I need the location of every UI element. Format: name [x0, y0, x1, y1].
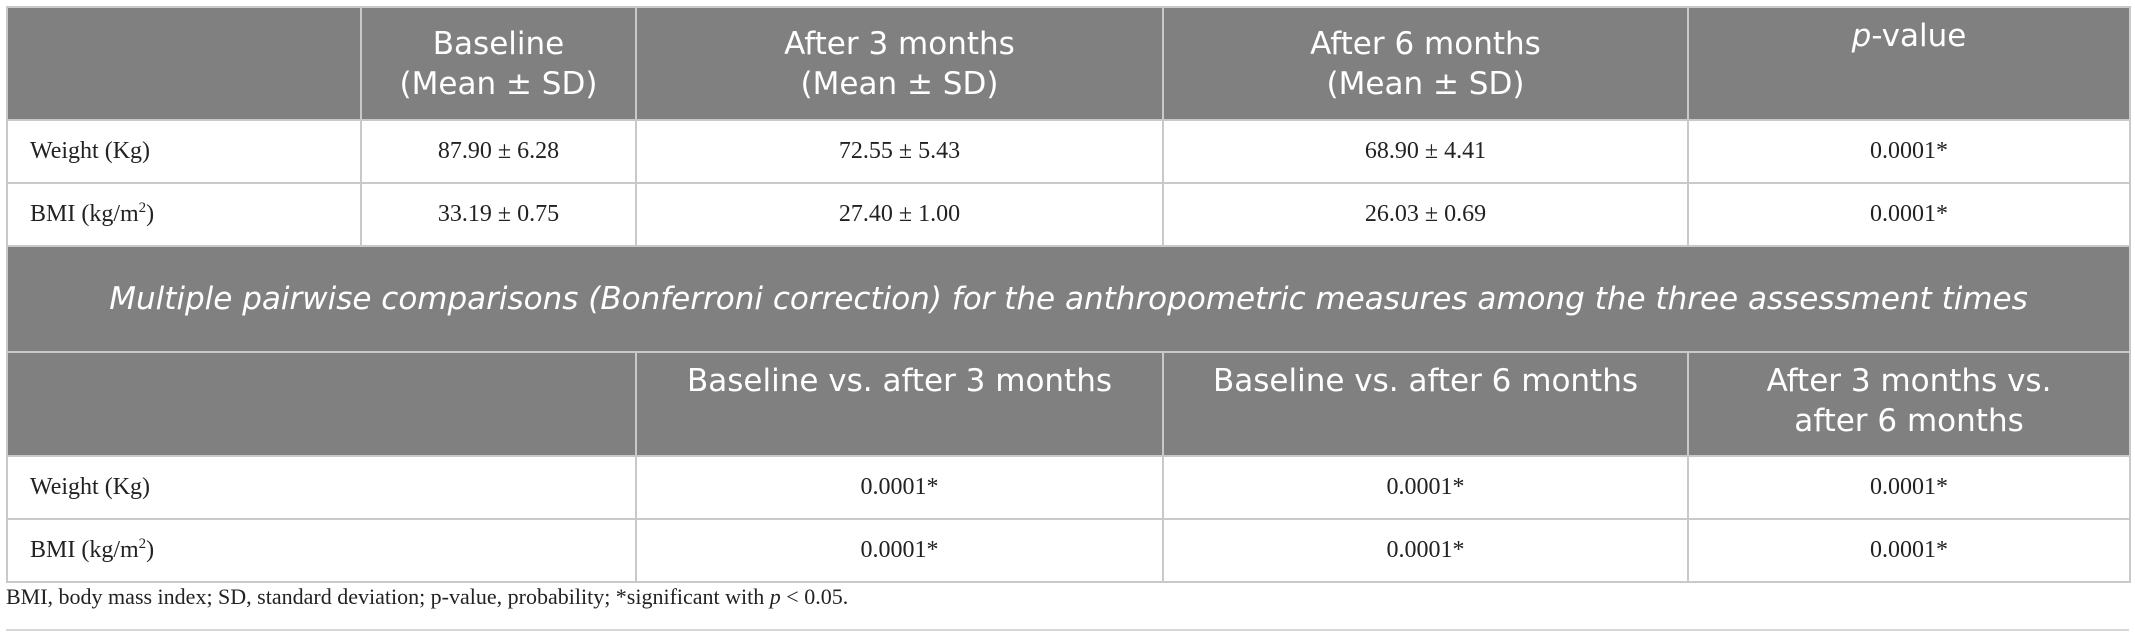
cell-bmi-p: 0.0001*: [1687, 182, 2131, 247]
results-table-wrapper: Baseline (Mean ± SD) After 3 months (Mea…: [6, 6, 2131, 583]
table-row: Weight (Kg) 87.90 ± 6.28 72.55 ± 5.43 68…: [6, 119, 2131, 184]
pairwise-col3-line2: after 6 months: [1794, 403, 2024, 439]
subtitle-row: Multiple pairwise comparisons (Bonferron…: [6, 245, 2131, 353]
pairwise-header-col1: Baseline vs. after 3 months: [635, 351, 1164, 457]
bottom-divider: [6, 629, 2129, 631]
row-label-bmi: BMI (kg/m2): [6, 182, 362, 247]
pairwise-subtitle: Multiple pairwise comparisons (Bonferron…: [6, 245, 2131, 353]
cell-bmi-baseline: 33.19 ± 0.75: [360, 182, 637, 247]
cell-weight-after6: 68.90 ± 4.41: [1162, 119, 1689, 184]
header-p-italic: p: [1851, 18, 1872, 54]
pairwise-header-row: Baseline vs. after 3 months Baseline vs.…: [6, 351, 2131, 457]
pairwise-header-col3: After 3 months vs. after 6 months: [1687, 351, 2131, 457]
pairwise-col3-line1: After 3 months vs.: [1766, 363, 2052, 399]
header-after3-line2: (Mean ± SD): [800, 65, 999, 102]
cell-bmi-after3: 27.40 ± 1.00: [635, 182, 1164, 247]
row-label-weight: Weight (Kg): [6, 119, 362, 184]
pairwise-label-weight: Weight (Kg): [6, 455, 637, 520]
cell-weight-after3: 72.55 ± 5.43: [635, 119, 1164, 184]
header-baseline-line2: (Mean ± SD): [399, 65, 598, 102]
pairwise-header-blank: [6, 351, 637, 457]
pairwise-label-bmi: BMI (kg/m2): [6, 518, 637, 583]
pairwise-bmi-suffix: ): [146, 537, 155, 563]
header-baseline: Baseline (Mean ± SD): [360, 6, 637, 121]
pairwise-bmi-prefix: BMI (kg/m: [30, 537, 139, 563]
cell-weight-baseline: 87.90 ± 6.28: [360, 119, 637, 184]
bmi-label-prefix: BMI (kg/m: [30, 201, 139, 227]
pairwise-bmi-c3: 0.0001*: [1687, 518, 2131, 583]
pairwise-weight-c1: 0.0001*: [635, 455, 1164, 520]
header-after3-line1: After 3 months: [784, 25, 1015, 62]
bmi-label-suffix: ): [146, 201, 155, 227]
table-footnote: BMI, body mass index; SD, standard devia…: [6, 584, 848, 610]
footnote-text: BMI, body mass index; SD, standard devia…: [6, 584, 770, 609]
pairwise-weight-c2: 0.0001*: [1162, 455, 1689, 520]
table-row: Weight (Kg) 0.0001* 0.0001* 0.0001*: [6, 455, 2131, 520]
pairwise-bmi-c2: 0.0001*: [1162, 518, 1689, 583]
header-p-value: p-value: [1687, 6, 2131, 121]
pairwise-bmi-superscript: 2: [138, 536, 147, 552]
header-after-3-months: After 3 months (Mean ± SD): [635, 6, 1164, 121]
results-table: Baseline (Mean ± SD) After 3 months (Mea…: [6, 6, 2131, 583]
header-blank-cell: [6, 6, 362, 121]
header-p-rest: -value: [1871, 18, 1967, 54]
pairwise-bmi-c1: 0.0001*: [635, 518, 1164, 583]
cell-bmi-after6: 26.03 ± 0.69: [1162, 182, 1689, 247]
bmi-label-superscript: 2: [138, 200, 147, 216]
pairwise-weight-c3: 0.0001*: [1687, 455, 2131, 520]
header-row: Baseline (Mean ± SD) After 3 months (Mea…: [6, 6, 2131, 121]
header-after6-line1: After 6 months: [1310, 25, 1541, 62]
header-baseline-line1: Baseline: [432, 25, 565, 62]
header-after6-line2: (Mean ± SD): [1326, 65, 1525, 102]
pairwise-header-col2: Baseline vs. after 6 months: [1162, 351, 1689, 457]
table-row: BMI (kg/m2) 0.0001* 0.0001* 0.0001*: [6, 518, 2131, 583]
cell-weight-p: 0.0001*: [1687, 119, 2131, 184]
header-after-6-months: After 6 months (Mean ± SD): [1162, 6, 1689, 121]
footnote-p-italic: p: [769, 584, 781, 609]
table-row: BMI (kg/m2) 33.19 ± 0.75 27.40 ± 1.00 26…: [6, 182, 2131, 247]
footnote-tail: < 0.05.: [780, 584, 849, 609]
